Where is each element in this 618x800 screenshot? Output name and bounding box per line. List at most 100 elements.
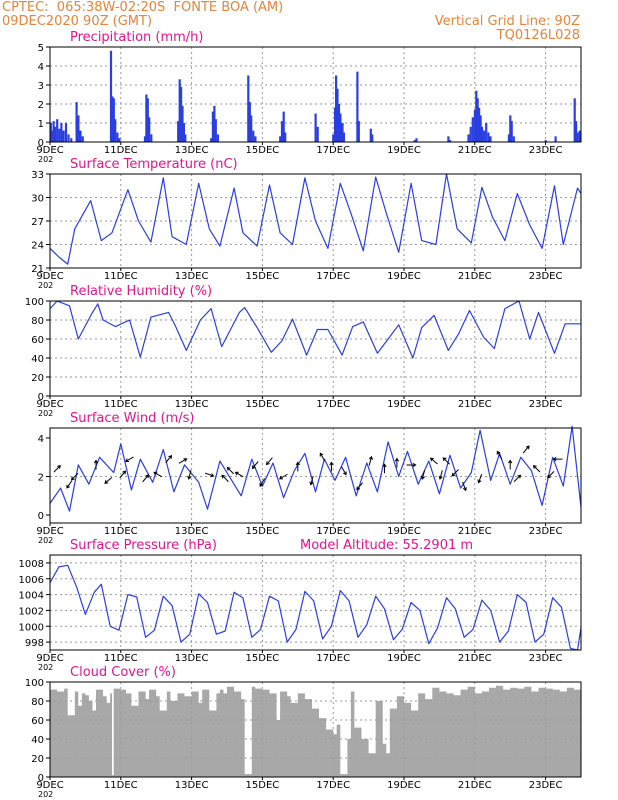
wind-xtick-label: 9DEC xyxy=(36,526,63,537)
precip-bar xyxy=(332,134,335,142)
precip-bar xyxy=(357,121,360,142)
precip-ytick-label: 0 xyxy=(38,138,44,149)
precip-bar xyxy=(335,75,338,142)
cloud-ytick-label: 80 xyxy=(31,697,44,708)
wind-xtick-label: 11DEC xyxy=(104,526,138,537)
precip-bar xyxy=(476,98,479,142)
wind-arrow xyxy=(265,457,273,466)
precip-bar xyxy=(279,136,282,142)
temp-ytick-label: 27 xyxy=(31,217,44,228)
precip-bar xyxy=(148,117,151,142)
precip-bar xyxy=(111,96,114,142)
wind-arrow xyxy=(204,472,215,478)
precip-bar xyxy=(58,128,61,142)
precip-bar xyxy=(478,107,481,142)
rh-xtick-label: 17DEC xyxy=(316,399,350,410)
pres-title: Surface Pressure (hPa) xyxy=(70,538,217,553)
precip-bar xyxy=(475,90,478,142)
rh-year-stub: 202 xyxy=(38,409,53,418)
cloud-xtick-label: 23DEC xyxy=(529,780,563,791)
wind-arrow xyxy=(429,457,438,465)
temp-line xyxy=(49,173,582,265)
wind-arrow xyxy=(226,466,235,475)
precip-bar xyxy=(116,132,119,142)
precip-bar xyxy=(467,134,470,142)
temp-ytick-label: 21 xyxy=(31,264,44,275)
precip-bar xyxy=(114,119,117,142)
precip-bar xyxy=(578,130,581,142)
precip-bar xyxy=(469,126,472,142)
pres-frame xyxy=(49,554,582,651)
precip-xtick-label: 15DEC xyxy=(246,145,280,156)
rh-xtick-label: 15DEC xyxy=(246,399,280,410)
precip-bar xyxy=(75,102,78,142)
precip-bar xyxy=(213,105,216,142)
rh-xtick-label: 23DEC xyxy=(529,399,563,410)
precip-bar xyxy=(112,98,115,142)
precip-bar xyxy=(109,50,113,142)
pres-ytick-label: 1000 xyxy=(19,622,44,633)
wind-arrow xyxy=(319,452,326,462)
temp-xtick-label: 21DEC xyxy=(458,271,492,282)
precip-bar xyxy=(480,126,484,142)
precip-bar xyxy=(314,113,317,142)
precip-bar xyxy=(51,130,54,142)
wind-arrow xyxy=(70,472,79,481)
pres-ytick-label: 1006 xyxy=(19,575,44,586)
wind-arrow xyxy=(234,471,244,478)
precip-xtick-label: 11DEC xyxy=(104,145,138,156)
wind-arrow xyxy=(451,469,459,477)
precip-bar xyxy=(510,121,513,142)
precip-xtick-label: 19DEC xyxy=(387,145,421,156)
rh-ytick-label: 60 xyxy=(31,335,44,346)
precip-bar xyxy=(509,115,512,142)
precip-bar xyxy=(369,128,372,142)
wind-arrow xyxy=(532,464,541,473)
pres-xtick-label: 15DEC xyxy=(246,653,280,664)
cloud-ytick-label: 20 xyxy=(31,754,44,765)
precip-bar xyxy=(150,134,153,142)
precip-frame xyxy=(49,46,582,143)
pres-line xyxy=(49,564,582,651)
precip-bar xyxy=(339,113,342,142)
precip-bar xyxy=(447,136,450,142)
rh-frame xyxy=(49,300,582,397)
precip-bar xyxy=(177,121,180,142)
wind-xtick-label: 21DEC xyxy=(458,526,492,537)
cloud-xtick-label: 9DEC xyxy=(36,780,63,791)
temp-xtick-label: 13DEC xyxy=(175,271,209,282)
precip-bar xyxy=(342,132,345,142)
wind-arrow xyxy=(251,461,259,470)
precip-bar xyxy=(77,115,80,142)
rh-ytick-label: 80 xyxy=(31,316,44,327)
rh-xtick-label: 11DEC xyxy=(104,399,138,410)
pres-ytick-label: 998 xyxy=(25,638,44,649)
precip-bar xyxy=(483,130,486,142)
precip-bar xyxy=(62,130,65,142)
wind-arrow xyxy=(309,475,314,486)
pres-xtick-label: 19DEC xyxy=(387,653,421,664)
rh-xtick-label: 9DEC xyxy=(36,399,63,410)
rh-ytick-label: 20 xyxy=(31,373,44,384)
wind-arrow xyxy=(187,470,192,480)
wind-arrow xyxy=(420,470,426,480)
pres-xtick-label: 11DEC xyxy=(104,653,138,664)
wind-arrow xyxy=(552,457,563,462)
wind-arrow xyxy=(142,474,150,483)
precip-bar xyxy=(449,140,452,142)
cloud-ytick-label: 100 xyxy=(25,678,44,689)
precip-bar xyxy=(284,132,287,142)
precip-bar xyxy=(576,132,579,142)
precip-bar xyxy=(371,134,374,142)
precip-bar xyxy=(554,136,557,142)
wind-xtick-label: 13DEC xyxy=(175,526,209,537)
cloud-ytick-label: 60 xyxy=(31,716,44,727)
precip-xtick-label: 9DEC xyxy=(36,145,63,156)
temp-xtick-label: 17DEC xyxy=(316,271,350,282)
cloud-area xyxy=(50,685,581,777)
wind-arrow xyxy=(547,471,555,479)
wind-arrow xyxy=(356,482,364,491)
pres-xtick-label: 9DEC xyxy=(36,653,63,664)
wind-arrow xyxy=(496,450,503,460)
rh-line xyxy=(49,300,581,359)
